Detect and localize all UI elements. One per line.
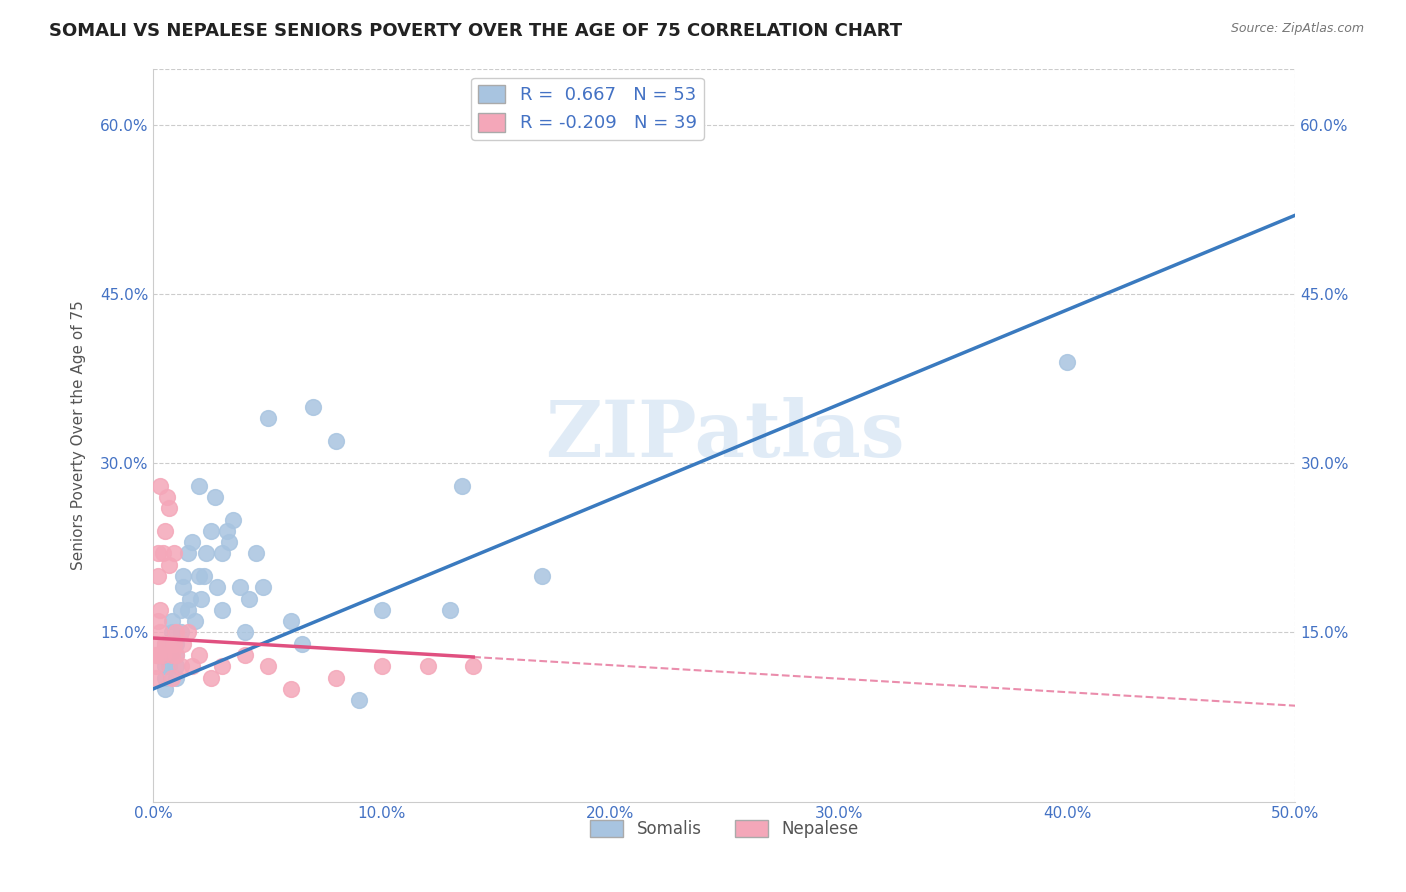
Legend: Somalis, Nepalese: Somalis, Nepalese [583, 813, 866, 845]
Point [233, 648, 256, 662]
Point [439, 603, 461, 617]
Point [170, 625, 193, 640]
Point [146, 569, 169, 583]
Point [204, 490, 226, 504]
Point [325, 434, 347, 448]
Point [195, 546, 218, 560]
Point [211, 659, 233, 673]
Point [371, 659, 394, 673]
Point [159, 558, 181, 572]
Point [153, 524, 176, 538]
Point [188, 569, 211, 583]
Point [170, 603, 193, 617]
Point [215, 524, 238, 538]
Point [152, 648, 174, 662]
Point [200, 524, 222, 538]
Point [450, 479, 472, 493]
Point [207, 580, 229, 594]
Point [160, 625, 183, 640]
Point [145, 671, 167, 685]
Point [211, 546, 233, 560]
Point [146, 614, 169, 628]
Point [371, 603, 394, 617]
Point [163, 546, 186, 560]
Point [153, 671, 176, 685]
Point [280, 614, 302, 628]
Point [156, 490, 179, 504]
Point [146, 648, 169, 662]
Point [165, 648, 187, 662]
Text: Source: ZipAtlas.com: Source: ZipAtlas.com [1230, 22, 1364, 36]
Point [193, 569, 215, 583]
Point [153, 637, 176, 651]
Y-axis label: Seniors Poverty Over the Age of 75: Seniors Poverty Over the Age of 75 [72, 301, 86, 570]
Point [145, 648, 167, 662]
Point [183, 614, 205, 628]
Point [256, 411, 278, 425]
Point [233, 625, 256, 640]
Text: ZIPatlas: ZIPatlas [544, 397, 904, 473]
Point [160, 614, 183, 628]
Point [165, 671, 187, 685]
Point [165, 625, 187, 640]
Point [347, 693, 370, 707]
Point [181, 659, 204, 673]
Point [229, 580, 252, 594]
Point [152, 546, 174, 560]
Point [222, 513, 245, 527]
Point [177, 625, 200, 640]
Point [172, 580, 194, 594]
Point [177, 603, 200, 617]
Point [530, 569, 553, 583]
Point [163, 637, 186, 651]
Point [153, 637, 176, 651]
Text: SOMALI VS NEPALESE SENIORS POVERTY OVER THE AGE OF 75 CORRELATION CHART: SOMALI VS NEPALESE SENIORS POVERTY OVER … [49, 22, 903, 40]
Point [325, 671, 347, 685]
Point [159, 648, 181, 662]
Point [291, 637, 314, 651]
Point [190, 591, 212, 606]
Point [160, 648, 183, 662]
Point [149, 479, 172, 493]
Point [245, 546, 267, 560]
Point [181, 535, 204, 549]
Point [416, 659, 439, 673]
Point [172, 569, 194, 583]
Point [1056, 355, 1078, 369]
Point [146, 546, 169, 560]
Point [179, 591, 201, 606]
Point [280, 681, 302, 696]
Point [145, 659, 167, 673]
Point [156, 637, 179, 651]
Point [256, 659, 278, 673]
Point [163, 637, 186, 651]
Point [170, 659, 193, 673]
Point [463, 659, 485, 673]
Point [153, 648, 176, 662]
Point [153, 659, 176, 673]
Point [238, 591, 260, 606]
Point [172, 637, 194, 651]
Point [177, 546, 200, 560]
Point [159, 501, 181, 516]
Point [165, 648, 187, 662]
Point [200, 671, 222, 685]
Point [188, 479, 211, 493]
Point [218, 535, 240, 549]
Point [211, 603, 233, 617]
Point [153, 681, 176, 696]
Point [159, 659, 181, 673]
Point [165, 637, 187, 651]
Point [149, 625, 172, 640]
Point [302, 400, 325, 414]
Point [145, 637, 167, 651]
Point [165, 659, 187, 673]
Point [252, 580, 274, 594]
Point [149, 603, 172, 617]
Point [188, 648, 211, 662]
Point [160, 671, 183, 685]
